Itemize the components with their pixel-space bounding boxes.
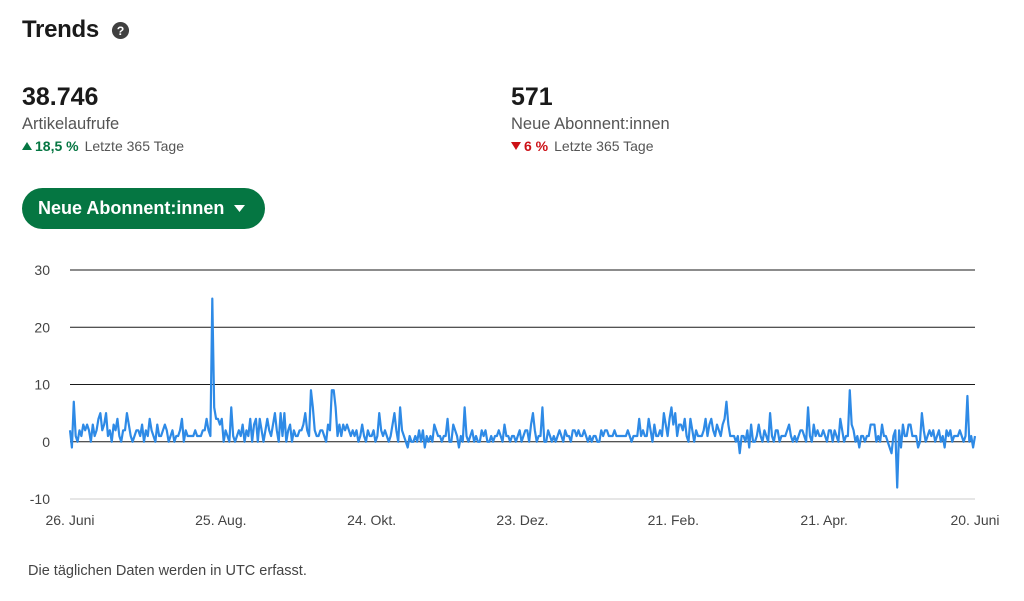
x-tick-label: 24. Okt.: [347, 512, 396, 528]
arrow-up-icon: [22, 142, 32, 150]
question-circle-icon[interactable]: ?: [111, 21, 130, 40]
y-tick-label: 0: [42, 434, 50, 450]
caret-down-icon: [234, 205, 246, 212]
x-tick-label: 25. Aug.: [195, 512, 246, 528]
line-chart: 30 20 10 0 -10 26. Juni 25. Aug. 24. Okt. 23. De…: [30, 262, 1000, 528]
dropdown-label: Neue Abonnent:innen: [38, 198, 225, 218]
metric-value: 38.746: [22, 83, 99, 111]
y-tick-label: -10: [30, 491, 50, 507]
metric-period: Letzte 365 Tage: [84, 138, 184, 154]
y-tick-label: 20: [34, 319, 50, 335]
footnote: Die täglichen Daten werden in UTC erfass…: [28, 563, 307, 579]
metric-selector-dropdown[interactable]: Neue Abonnent:innen: [22, 188, 266, 229]
series-line: [68, 297, 977, 489]
metric-label: Artikelaufrufe: [22, 115, 120, 133]
metric-trend: 18,5 % Letzte 365 Tage: [22, 138, 184, 154]
x-tick-label: 23. Dez.: [496, 512, 548, 528]
x-tick-label: 21. Apr.: [800, 512, 847, 528]
metric-change: 6 %: [524, 138, 549, 154]
page-title: Trends: [22, 16, 99, 43]
arrow-down-icon: [511, 142, 521, 150]
metric-label: Neue Abonnent:innen: [511, 115, 670, 133]
x-tick-label: 21. Feb.: [648, 512, 699, 528]
header: Trends ?: [22, 16, 130, 44]
y-tick-label: 30: [34, 262, 50, 278]
x-tick-label: 26. Juni: [45, 512, 94, 528]
x-tick-label: 20. Juni: [950, 512, 999, 528]
metric-period: Letzte 365 Tage: [554, 138, 654, 154]
metric-trend: 6 % Letzte 365 Tage: [511, 138, 670, 154]
metric-value: 571: [511, 83, 553, 111]
metric-article-views: 38.746 Artikelaufrufe 18,5 % Letzte 365 …: [22, 82, 184, 154]
metric-change: 18,5 %: [35, 138, 79, 154]
svg-text:?: ?: [117, 23, 125, 37]
y-tick-label: 10: [34, 377, 50, 393]
metric-new-followers: 571 Neue Abonnent:innen 6 % Letzte 365 T…: [511, 82, 670, 154]
